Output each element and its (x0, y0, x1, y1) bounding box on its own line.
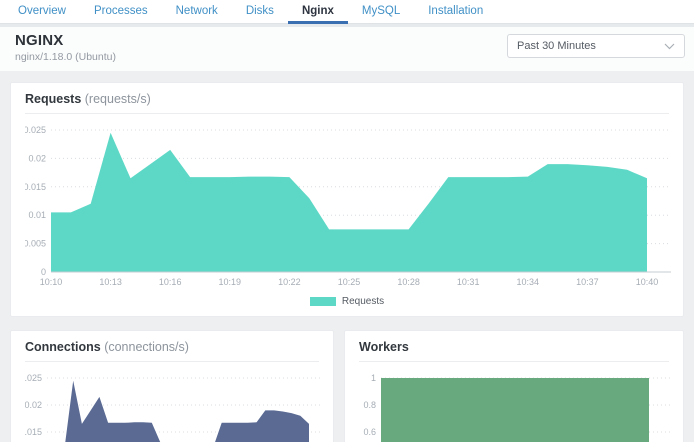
page-subtitle: nginx/1.18.0 (Ubuntu) (15, 51, 116, 63)
workers-chart-title: Workers (359, 340, 669, 354)
requests-chart-card: Requests (requests/s) 0.025 0.02 0.015 0.01… (10, 82, 684, 317)
time-range-value: Past 30 Minutes (517, 40, 596, 52)
time-range-select[interactable]: Past 30 Minutes (507, 34, 685, 58)
chevron-down-icon (664, 43, 675, 50)
svg-text:10:40: 10:40 (636, 277, 659, 287)
divider (25, 113, 669, 114)
svg-text:0.015: 0.015 (25, 182, 46, 192)
svg-text:10:28: 10:28 (397, 277, 420, 287)
tab-network[interactable]: Network (175, 4, 218, 17)
chart-title-text: Requests (25, 92, 82, 106)
bottom-charts-row: Connections (connections/s) 0.025 0.02 0.0… (10, 330, 684, 442)
connections-chart-card: Connections (connections/s) 0.025 0.02 0.0… (10, 330, 334, 442)
content-area: Requests (requests/s) 0.025 0.02 0.015 0.01… (0, 71, 694, 442)
svg-text:0.025: 0.025 (25, 373, 42, 383)
requests-legend: Requests (25, 294, 669, 308)
svg-text:0.01: 0.01 (28, 210, 46, 220)
tab-overview[interactable]: Overview (18, 4, 66, 17)
tabbar-divider (0, 24, 694, 27)
svg-text:0.02: 0.02 (28, 153, 46, 163)
tab-disks[interactable]: Disks (245, 4, 274, 17)
chart-title-unit: (requests/s) (84, 92, 151, 106)
requests-chart-plot: 0.025 0.02 0.015 0.01 0.005 010:10 10:13 10:16 1… (25, 125, 671, 287)
tab-mysql[interactable]: MySQL (361, 4, 401, 17)
divider (25, 361, 319, 362)
svg-text:1: 1 (371, 373, 376, 383)
legend-swatch-requests (309, 296, 336, 306)
svg-text:0.02: 0.02 (25, 400, 42, 410)
tab-nginx[interactable]: Nginx (287, 0, 348, 24)
connections-chart-plot: 0.0250.020.0150.010.005010:1010:1310:161… (25, 373, 321, 442)
svg-text:10:19: 10:19 (219, 277, 242, 287)
svg-text:0.6: 0.6 (363, 427, 376, 437)
tab-installation[interactable]: Installation (428, 4, 484, 17)
requests-chart-title: Requests (requests/s) (25, 92, 669, 106)
svg-text:10:25: 10:25 (338, 277, 361, 287)
chart-title-unit: (connections/s) (104, 340, 189, 354)
tab-processes[interactable]: Processes (93, 4, 148, 17)
svg-text:0.005: 0.005 (25, 239, 46, 249)
chart-title-text: Connections (25, 340, 101, 354)
svg-text:0.8: 0.8 (363, 400, 376, 410)
page-header: NGINX nginx/1.18.0 (Ubuntu) Past 30 Minu… (0, 27, 694, 71)
legend-label-requests: Requests (341, 295, 385, 307)
divider (359, 361, 669, 362)
svg-text:10:13: 10:13 (99, 277, 122, 287)
tab-bar: Overview Processes Network Disks Nginx M… (0, 0, 694, 24)
connections-chart-title: Connections (connections/s) (25, 340, 319, 354)
svg-text:0.025: 0.025 (25, 125, 46, 135)
svg-text:0.015: 0.015 (25, 427, 42, 437)
page-title: NGINX (15, 32, 64, 49)
workers-chart-card: Workers 10.80.60.40.2010:1010:1310:1610:… (344, 330, 684, 442)
svg-text:10:16: 10:16 (159, 277, 182, 287)
workers-chart-plot: 10.80.60.40.2010:1010:1310:1610:1910:221… (363, 373, 671, 442)
svg-text:10:34: 10:34 (517, 277, 540, 287)
svg-text:10:37: 10:37 (576, 277, 599, 287)
svg-text:10:31: 10:31 (457, 277, 480, 287)
svg-text:10:10: 10:10 (40, 277, 63, 287)
svg-text:0: 0 (41, 267, 46, 277)
chart-title-text: Workers (359, 340, 409, 354)
svg-text:10:22: 10:22 (278, 277, 301, 287)
